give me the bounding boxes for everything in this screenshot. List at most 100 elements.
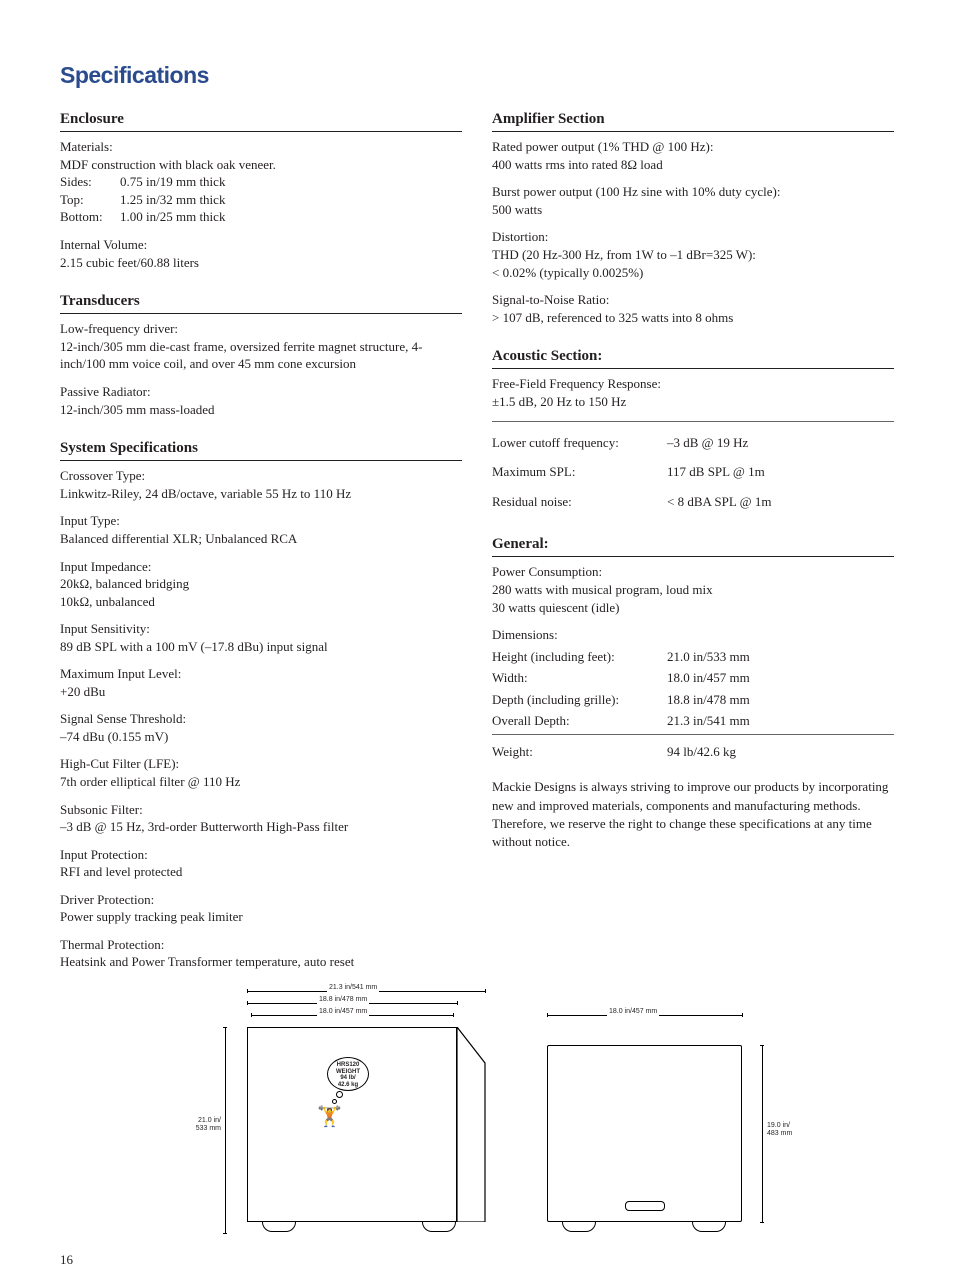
side-view-taper	[457, 1027, 487, 1222]
d-k: Depth (including grille):	[492, 691, 667, 709]
internal-volume: Internal Volume: 2.15 cubic feet/60.88 l…	[60, 236, 462, 271]
maxin-val: +20 dBu	[60, 683, 462, 701]
materials-desc: MDF construction with black oak veneer.	[60, 156, 462, 174]
amp-heading: Amplifier Section	[492, 109, 894, 132]
dim-457-label: 18.0 in/457 mm	[317, 1008, 369, 1016]
lower-v: –3 dB @ 19 Hz	[667, 434, 894, 452]
w-k: Width:	[492, 669, 667, 687]
pc-val1: 280 watts with musical program, loud mix	[492, 581, 894, 599]
sub-label: Subsonic Filter:	[60, 801, 462, 819]
inimp-val1: 20kΩ, balanced bridging	[60, 575, 462, 593]
snr-val: > 107 dB, referenced to 325 watts into 8…	[492, 309, 894, 327]
pr-label: Passive Radiator:	[60, 383, 462, 401]
inimp-label: Input Impedance:	[60, 558, 462, 576]
od-k: Overall Depth:	[492, 712, 667, 730]
page-title: Specifications	[60, 60, 894, 91]
weight-bubble: HRS120 WEIGHT 94 lb/ 42.6 kg	[327, 1057, 369, 1091]
dist-val1: THD (20 Hz-300 Hz, from 1W to –1 dBr=325…	[492, 246, 894, 264]
maxin-label: Maximum Input Level:	[60, 665, 462, 683]
dim-line	[762, 1045, 763, 1222]
enclosure-materials: Materials: MDF construction with black o…	[60, 138, 462, 226]
maxspl-k: Maximum SPL:	[492, 463, 667, 481]
top-v: 1.25 in/32 mm thick	[120, 191, 225, 209]
ffr-label: Free-Field Frequency Response:	[492, 375, 894, 393]
transducers-heading: Transducers	[60, 291, 462, 314]
rated-val: 400 watts rms into rated 8Ω load	[492, 156, 894, 174]
dim-533-label: 21.0 in/ 533 mm	[185, 1117, 221, 1132]
sst-label: Signal Sense Threshold:	[60, 710, 462, 728]
wt-v: 94 lb/42.6 kg	[667, 743, 894, 761]
dimensions: Dimensions: Height (including feet):21.0…	[492, 626, 894, 760]
pc-label: Power Consumption:	[492, 563, 894, 581]
w-v: 18.0 in/457 mm	[667, 669, 894, 687]
passive-radiator: Passive Radiator: 12-inch/305 mm mass-lo…	[60, 383, 462, 418]
burst-val: 500 watts	[492, 201, 894, 219]
ffr: Free-Field Frequency Response: ±1.5 dB, …	[492, 375, 894, 410]
enclosure-heading: Enclosure	[60, 109, 462, 132]
acoustic-heading: Acoustic Section:	[492, 346, 894, 369]
sides-k: Sides:	[60, 173, 120, 191]
maxspl-v: 117 dB SPL @ 1m	[667, 463, 894, 481]
ffr-val: ±1.5 dB, 20 Hz to 150 Hz	[492, 393, 894, 411]
xover-val: Linkwitz-Riley, 24 dB/octave, variable 5…	[60, 485, 462, 503]
inimp-val2: 10kΩ, unbalanced	[60, 593, 462, 611]
intvol-val: 2.15 cubic feet/60.88 liters	[60, 254, 462, 272]
insens-label: Input Sensitivity:	[60, 620, 462, 638]
h-v: 21.0 in/533 mm	[667, 648, 894, 666]
general-heading: General:	[492, 534, 894, 557]
lfd-label: Low-frequency driver:	[60, 320, 462, 338]
foot-icon	[422, 1222, 456, 1232]
drvprot-label: Driver Protection:	[60, 891, 462, 909]
dimension-diagram: 21.3 in/541 mm 18.8 in/478 mm 18.0 in/45…	[167, 987, 787, 1247]
sst-val: –74 dBu (0.155 mV)	[60, 728, 462, 746]
foot-icon	[562, 1222, 596, 1232]
lfd: Low-frequency driver: 12-inch/305 mm die…	[60, 320, 462, 373]
bottom-k: Bottom:	[60, 208, 120, 226]
foot-icon	[692, 1222, 726, 1232]
therm-val: Heatsink and Power Transformer temperatu…	[60, 953, 462, 971]
bottom-v: 1.00 in/25 mm thick	[120, 208, 225, 226]
rated-label: Rated power output (1% THD @ 100 Hz):	[492, 138, 894, 156]
intvol-label: Internal Volume:	[60, 236, 462, 254]
disclaimer-note: Mackie Designs is always striving to imp…	[492, 778, 894, 851]
front-view-box	[547, 1045, 742, 1222]
wt-k: Weight:	[492, 743, 667, 761]
materials-label: Materials:	[60, 138, 462, 156]
snr-label: Signal-to-Noise Ratio:	[492, 291, 894, 309]
xover-label: Crossover Type:	[60, 467, 462, 485]
dim-483-label: 19.0 in/ 483 mm	[767, 1122, 803, 1137]
sides-v: 0.75 in/19 mm thick	[120, 173, 225, 191]
dist-val2: < 0.02% (typically 0.0025%)	[492, 264, 894, 282]
dim-line	[225, 1027, 226, 1233]
left-column: Enclosure Materials: MDF construction wi…	[60, 109, 462, 981]
pr-val: 12-inch/305 mm mass-loaded	[60, 401, 462, 419]
burst-label: Burst power output (100 Hz sine with 10%…	[492, 183, 894, 201]
hcf-label: High-Cut Filter (LFE):	[60, 755, 462, 773]
lfd-val: 12-inch/305 mm die-cast frame, oversized…	[60, 338, 462, 373]
od-v: 21.3 in/541 mm	[667, 712, 894, 730]
right-column: Amplifier Section Rated power output (1%…	[492, 109, 894, 981]
foot-icon	[262, 1222, 296, 1232]
d-v: 18.8 in/478 mm	[667, 691, 894, 709]
body-columns: Enclosure Materials: MDF construction wi…	[60, 109, 894, 981]
insens-val: 89 dB SPL with a 100 mV (–17.8 dBu) inpu…	[60, 638, 462, 656]
h-k: Height (including feet):	[492, 648, 667, 666]
weightlifter-icon: 🏋	[317, 1107, 342, 1127]
hcf-val: 7th order elliptical filter @ 110 Hz	[60, 773, 462, 791]
inprot-val: RFI and level protected	[60, 863, 462, 881]
dist-label: Distortion:	[492, 228, 894, 246]
pc-val2: 30 watts quiescent (idle)	[492, 599, 894, 617]
resid-v: < 8 dBA SPL @ 1m	[667, 493, 894, 511]
resid-k: Residual noise:	[492, 493, 667, 511]
side-view-box	[247, 1027, 457, 1222]
sub-val: –3 dB @ 15 Hz, 3rd-order Butterworth Hig…	[60, 818, 462, 836]
lower-k: Lower cutoff frequency:	[492, 434, 667, 452]
logo-icon	[625, 1201, 665, 1211]
intype-val: Balanced differential XLR; Unbalanced RC…	[60, 530, 462, 548]
dim-457-label-2: 18.0 in/457 mm	[607, 1008, 659, 1016]
drvprot-val: Power supply tracking peak limiter	[60, 908, 462, 926]
acoustic-table: Lower cutoff frequency:–3 dB @ 19 Hz Max…	[492, 421, 894, 515]
intype-label: Input Type:	[60, 512, 462, 530]
dim-541-label: 21.3 in/541 mm	[327, 984, 379, 992]
dim-label: Dimensions:	[492, 626, 894, 644]
